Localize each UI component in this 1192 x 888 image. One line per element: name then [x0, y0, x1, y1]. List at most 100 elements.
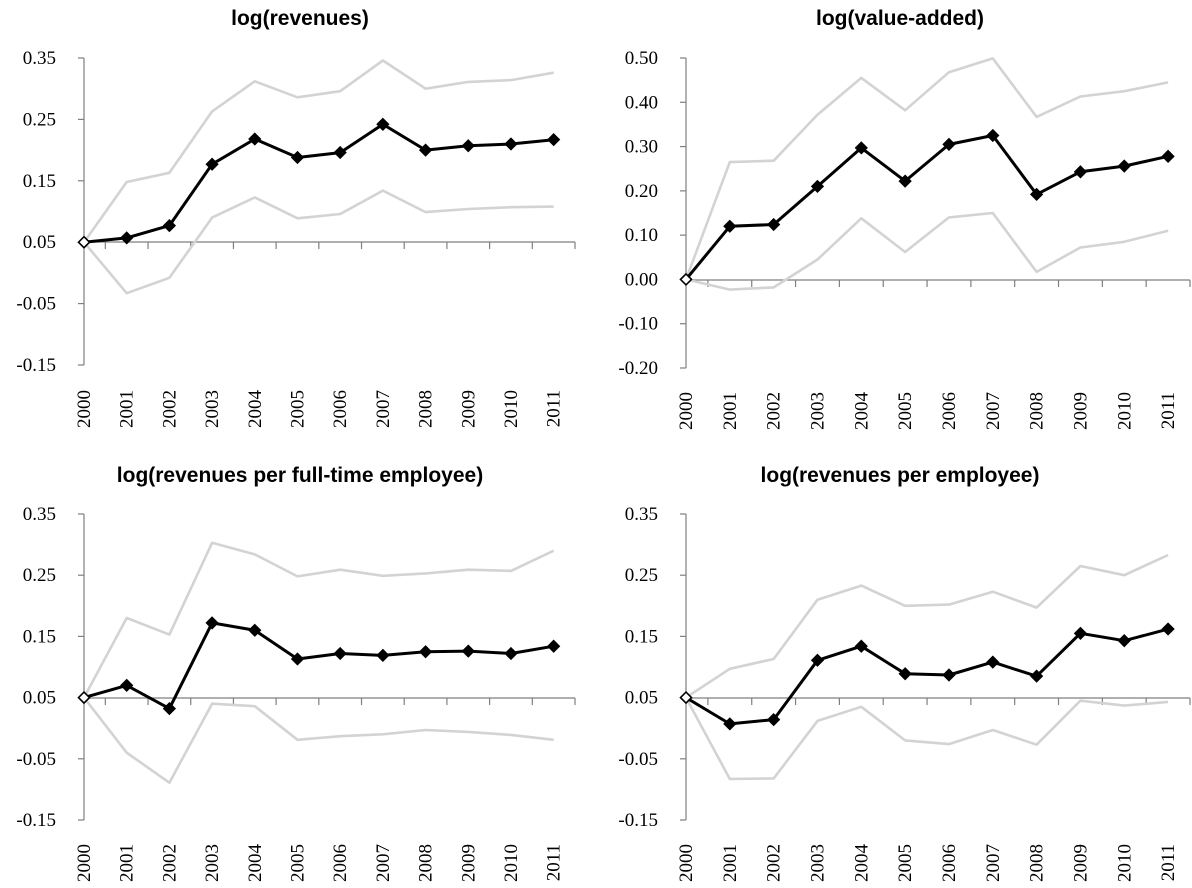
x-tick-label: 2002 [159, 390, 180, 428]
data-point-marker [333, 145, 347, 160]
series-line-upper [82, 59, 554, 243]
data-point-marker [1029, 669, 1044, 683]
x-tick-label: 2006 [939, 844, 960, 882]
x-tick-label: 2005 [287, 390, 308, 428]
series-line-lower [82, 696, 554, 785]
y-tick-label: 0.25 [23, 109, 56, 130]
y-tick-label: -0.20 [618, 358, 658, 379]
y-tick-label: -0.05 [16, 749, 56, 770]
data-point-marker [461, 139, 475, 153]
data-point-marker [942, 668, 956, 682]
chart-panel-3: log(revenues per full-time employee) -0.1… [16, 464, 576, 882]
x-tick-label: 2005 [895, 392, 916, 430]
x-tick-label: 2003 [807, 844, 828, 882]
data-point-marker [723, 219, 737, 233]
series-line-estimate [684, 134, 1169, 281]
x-tick-label: 2006 [330, 844, 351, 882]
series-line-estimate [83, 621, 554, 711]
data-point-marker [205, 616, 219, 630]
x-tick-label: 2008 [416, 390, 437, 428]
data-point-marker [290, 150, 305, 165]
data-point-marker [723, 717, 737, 731]
series-line-lower [83, 189, 554, 295]
x-tick-label: 2001 [117, 844, 138, 882]
x-tick-label: 2011 [1158, 844, 1179, 881]
data-point-marker [248, 132, 262, 146]
data-point-marker [854, 141, 868, 155]
y-tick-label: 0.10 [625, 225, 658, 246]
x-tick-label: 2001 [117, 390, 138, 428]
y-tick-label: 0.15 [625, 626, 658, 647]
x-tick-label: 2010 [1114, 844, 1135, 882]
chart-panel-2: log(value-added) -0.20 -0.10 0.00 0.10 0.20 0.… [618, 7, 1191, 431]
y-tick-label: 0.50 [625, 48, 658, 69]
series-line-estimate [685, 627, 1169, 726]
series-line-upper [685, 553, 1169, 699]
series-line-lower [685, 211, 1169, 291]
y-tick-label: 0.30 [625, 137, 658, 158]
y-tick-label: 0.15 [23, 171, 56, 192]
data-point-marker [1073, 626, 1088, 640]
data-point-marker [547, 639, 561, 653]
y-tick-label: 0.15 [23, 626, 56, 647]
x-tick-label: 2009 [1070, 392, 1091, 430]
chart-title: log(revenues) [231, 7, 369, 30]
x-tick-label: 2005 [287, 844, 308, 882]
x-tick-label: 2007 [983, 392, 1004, 430]
data-point-marker [1029, 187, 1044, 202]
x-tick-label: 2003 [202, 390, 223, 428]
series-line-upper [684, 57, 1169, 280]
data-point-marker [1117, 634, 1131, 648]
x-tick-label: 2009 [458, 390, 479, 428]
x-tick-label: 2000 [676, 844, 697, 882]
x-tick-label: 2007 [373, 844, 394, 882]
data-point-marker [810, 653, 825, 667]
data-point-marker [986, 128, 1000, 143]
series-line-upper [82, 541, 555, 699]
chart-panel-1: log(revenues) -0.15 -0.05 0.05 0.15 0.25 0.35 2… [16, 7, 576, 429]
x-tick-label: 2008 [416, 844, 437, 882]
y-tick-label: 0.25 [23, 565, 56, 586]
y-tick-label: 0.20 [625, 181, 658, 202]
x-tick-label: 2004 [851, 844, 872, 883]
series-line-lower [684, 696, 1169, 781]
y-tick-label: -0.05 [618, 749, 658, 770]
x-tick-label: 2003 [807, 392, 828, 430]
data-point-marker [679, 272, 693, 287]
x-tick-label: 2010 [501, 844, 522, 882]
x-tick-label: 2011 [1158, 392, 1179, 429]
y-tick-label: 0.05 [23, 232, 56, 253]
x-tick-label: 2002 [764, 392, 785, 430]
x-tick-label: 2010 [501, 390, 522, 428]
data-point-marker [120, 231, 134, 245]
data-point-marker [810, 179, 825, 194]
x-tick-label: 2004 [245, 390, 266, 429]
data-point-marker [290, 652, 305, 666]
y-tick-label: 0.40 [625, 92, 658, 113]
x-tick-label: 2000 [74, 844, 95, 882]
y-tick-label: 0.00 [625, 269, 658, 290]
data-point-marker [854, 639, 868, 653]
data-point-marker [547, 133, 561, 147]
data-point-marker [504, 646, 518, 661]
y-tick-label: 0.35 [23, 504, 56, 525]
y-tick-label: -0.05 [16, 294, 56, 315]
data-point-marker [120, 678, 134, 692]
y-tick-label: 0.35 [625, 504, 658, 525]
x-tick-label: 2005 [895, 844, 916, 882]
y-tick-label: 0.35 [23, 48, 56, 69]
chart-title: log(revenues per full-time employee) [117, 464, 483, 487]
data-point-marker [898, 174, 912, 188]
x-tick-label: 2011 [544, 844, 565, 881]
data-point-marker [986, 655, 1000, 669]
chart-title: log(revenues per employee) [761, 464, 1040, 487]
data-point-marker [1161, 149, 1175, 163]
x-tick-label: 2007 [983, 844, 1004, 882]
data-point-marker [418, 645, 433, 659]
data-point-marker [679, 690, 693, 705]
data-point-marker [504, 137, 518, 151]
x-tick-label: 2004 [851, 392, 872, 431]
x-tick-label: 2000 [676, 392, 697, 430]
x-tick-label: 2008 [1027, 392, 1048, 430]
